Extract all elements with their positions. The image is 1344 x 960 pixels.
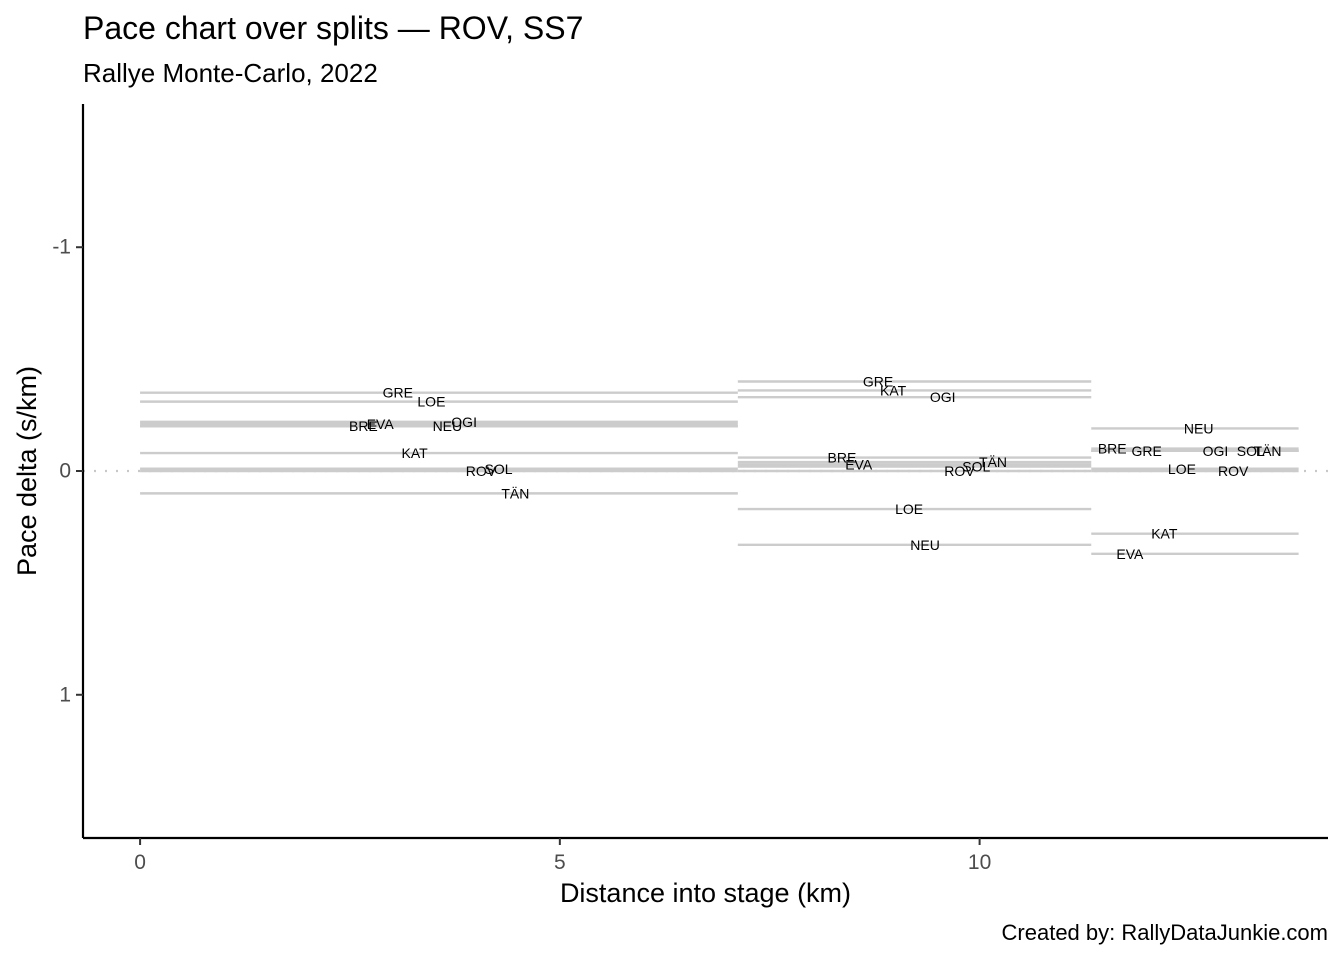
driver-label-loe-split-1: LOE xyxy=(417,394,445,410)
y-tick-label--1: -1 xyxy=(52,236,71,259)
x-tick-label-0: 0 xyxy=(134,851,146,874)
y-tick-label-0: 0 xyxy=(59,460,71,483)
driver-label-eva-split-3: EVA xyxy=(1116,546,1144,562)
driver-label-bre-split-1: BRE xyxy=(349,418,378,434)
driver-label-neu-split-1: NEU xyxy=(433,418,463,434)
x-tick-label-10: 10 xyxy=(968,851,991,874)
driver-labels: GREGREGRELOELOELOEOGIOGIOGINEUNEUNEUEVAE… xyxy=(349,373,1282,561)
driver-label-gre-split-3: GRE xyxy=(1131,443,1161,459)
driver-label-ogi-split-3: OGI xyxy=(1203,443,1229,459)
driver-label-bre-split-3: BRE xyxy=(1098,441,1127,457)
y-tick-label-1: 1 xyxy=(59,683,71,706)
driver-label-eva-split-2: EVA xyxy=(845,456,873,472)
driver-label-loe-split-3: LOE xyxy=(1168,461,1196,477)
chart-title: Pace chart over splits — ROV, SS7 xyxy=(83,10,584,46)
driver-label-sol-split-2: SOL xyxy=(962,459,990,475)
driver-label-neu-split-2: NEU xyxy=(910,537,940,553)
driver-label-ogi-split-2: OGI xyxy=(930,389,956,405)
driver-label-rov-split-2: ROV xyxy=(944,463,975,479)
driver-label-tän-split-1: TÄN xyxy=(501,485,529,501)
driver-label-rov-split-3: ROV xyxy=(1218,463,1249,479)
split-segments xyxy=(83,380,1328,555)
driver-label-gre-split-1: GRE xyxy=(383,385,413,401)
driver-label-kat-split-2: KAT xyxy=(880,382,907,398)
chart-caption: Created by: RallyDataJunkie.com xyxy=(1001,920,1328,945)
x-tick-label-5: 5 xyxy=(554,851,566,874)
driver-label-sol-split-3: SOL xyxy=(1237,443,1265,459)
driver-label-loe-split-2: LOE xyxy=(895,501,923,517)
chart-subtitle: Rallye Monte-Carlo, 2022 xyxy=(83,58,378,88)
driver-label-kat-split-1: KAT xyxy=(402,445,429,461)
driver-label-ogi-split-1: OGI xyxy=(451,414,477,430)
driver-label-tän-split-3: TÄN xyxy=(1254,443,1282,459)
driver-label-eva-split-1: EVA xyxy=(367,416,395,432)
driver-label-bre-split-2: BRE xyxy=(828,450,857,466)
y-axis-title: Pace delta (s/km) xyxy=(12,366,42,576)
axes: 0 5 10 -1 0 1 Distance into stage (km) Pace del… xyxy=(12,104,1328,908)
driver-label-sol-split-1: SOL xyxy=(485,461,513,477)
x-axis-title: Distance into stage (km) xyxy=(560,878,851,908)
driver-label-gre-split-2: GRE xyxy=(863,373,893,389)
driver-label-tän-split-2: TÄN xyxy=(979,454,1007,470)
driver-label-neu-split-3: NEU xyxy=(1184,420,1214,436)
driver-label-kat-split-3: KAT xyxy=(1151,526,1178,542)
driver-label-rov-split-1: ROV xyxy=(466,463,497,479)
